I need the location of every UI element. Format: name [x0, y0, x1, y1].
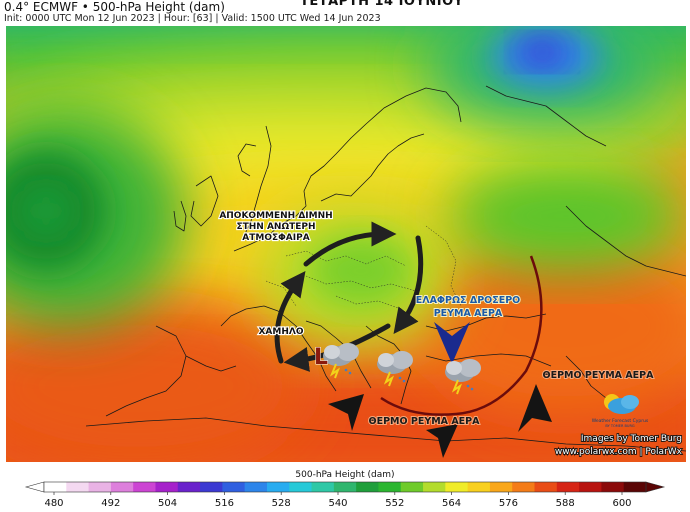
warm-flow-label-south: ΘΕΡΜΟ ΡΕΥΜΑ ΑΕΡΑ — [369, 416, 481, 427]
cutoff-low-line-3: ΑΤΜΟΣΦΑΙΡΑ — [242, 233, 309, 243]
warm-flow-arrowhead-3 — [518, 384, 552, 432]
colorbar-tick-label: 492 — [101, 498, 120, 509]
colorbar-title: 500-hPa Height (dam) — [295, 470, 395, 480]
colorbar-tick-label: 576 — [499, 498, 518, 509]
colorbar: 480 492 504 516 528 540 552 564 576 588 600 — [24, 481, 666, 509]
colorbar-swatch — [155, 482, 179, 492]
colorbar-swatch — [333, 482, 357, 492]
colorbar-swatch — [110, 482, 134, 492]
cutoff-low-label: ΑΠΟΚΟΜΜΕΝΗ ΔΙΜΝΗ ΣΤΗΝ ΑΝΩΤΕΡΗ ΑΤΜΟΣΦΑΙΡΑ — [218, 210, 334, 244]
colorbar-swatch — [88, 482, 112, 492]
map-title: 0.4° ECMWF • 500-hPa Height (dam) — [4, 0, 225, 14]
logo-text: Weather Forecast Cyprus — [592, 418, 649, 424]
low-label: ΧΑΜΗΛΟ — [258, 327, 303, 337]
colorbar-swatch — [200, 482, 223, 492]
colorbar-swatch — [66, 482, 90, 492]
colorbar-tick-label: 588 — [556, 498, 575, 509]
colorbar-swatch — [601, 482, 625, 492]
cutoff-low-line-1: ΑΠΟΚΟΜΜΕΝΗ ΔΙΜΝΗ — [219, 211, 332, 221]
colorbar-swatch — [534, 482, 558, 492]
height-field — [6, 26, 686, 462]
colorbar-swatch — [44, 482, 67, 492]
colorbar-swatch — [311, 482, 335, 492]
height-map: ΑΠΟΚΟΜΜΕΝΗ ΔΙΜΝΗ ΣΤΗΝ ΑΝΩΤΕΡΗ ΑΤΜΟΣΦΑΙΡΑ… — [6, 26, 686, 462]
storm-cloud-icon — [445, 359, 481, 395]
colorbar-swatch — [400, 482, 424, 492]
credits-website: www.polarwx.com | PolarWx — [555, 447, 683, 457]
colorbar-tick-label: 528 — [272, 498, 291, 509]
flow-boundary-curve — [380, 255, 543, 416]
colorbar-tick-label: 564 — [442, 498, 461, 509]
credits-images-by: Images by Tomer Burg — [581, 434, 682, 444]
colorbar-swatch — [579, 482, 602, 492]
cool-flow-line-1: ΕΛΑΦΡΩΣ ΔΡΟΣΕΡΟ — [416, 295, 521, 306]
warm-flow-arrowhead-1 — [328, 394, 364, 431]
day-title: ΤΕΤΑΡΤΗ 14 ΙΟΥΝΙΟΥ — [300, 0, 464, 9]
warm-flow-label-east: ΘΕΡΜΟ ΡΕΥΜΑ ΑΕΡΑ — [543, 370, 655, 381]
storm-cloud-icon — [323, 343, 359, 379]
colorbar-swatch — [356, 482, 379, 492]
colorbar-max-extend — [645, 481, 666, 493]
colorbar-swatch — [512, 482, 536, 492]
cool-flow-arrow-icon — [434, 322, 470, 364]
colorbar-outline — [43, 481, 647, 493]
logo-sub: BY TOMER BURG — [605, 424, 635, 428]
colorbar-swatch — [378, 482, 402, 492]
colorbar-swatch — [556, 482, 580, 492]
colorbar-tick-label: 480 — [44, 498, 63, 509]
colorbar-swatch — [222, 482, 246, 492]
colorbar-tick-label: 552 — [385, 498, 404, 509]
colorbar-swatch — [467, 482, 491, 492]
colorbar-swatch — [423, 482, 446, 492]
colorbar-swatch — [289, 482, 313, 492]
colorbar-ticks: 480 492 504 516 528 540 552 564 576 588 600 — [44, 492, 632, 509]
colorbar-tick-label: 540 — [328, 498, 347, 509]
colorbar-tick-label: 516 — [215, 498, 234, 509]
colorbar-min-extend — [24, 481, 45, 493]
colorbar-swatch — [133, 482, 156, 492]
cutoff-low-line-2: ΣΤΗΝ ΑΝΩΤΕΡΗ — [236, 222, 315, 232]
weather-logo: Weather Forecast Cyprus BY TOMER BURG — [592, 394, 649, 428]
colorbar-swatch — [244, 482, 268, 492]
cool-flow-label: ΕΛΑΦΡΩΣ ΔΡΟΣΕΡΟ ΡΕΥΜΑ ΑΕΡΑ — [415, 294, 522, 320]
colorbar-tick-label: 504 — [158, 498, 177, 509]
colorbar-swatch — [266, 482, 290, 492]
colorbar-swatches — [24, 481, 666, 493]
cool-flow-line-2: ΡΕΥΜΑ ΑΕΡΑ — [434, 308, 503, 319]
colorbar-swatch — [623, 482, 647, 492]
colorbar-swatch — [489, 482, 513, 492]
warm-flow-arrowhead-2 — [426, 424, 458, 458]
colorbar-swatch — [177, 482, 201, 492]
low-symbol: L — [314, 345, 328, 370]
storm-cloud-icon — [377, 351, 413, 387]
init-valid-line: Init: 0000 UTC Mon 12 Jun 2023 | Hour: [… — [4, 13, 381, 24]
colorbar-tick-label: 600 — [612, 498, 631, 509]
colorbar-swatch — [445, 482, 469, 492]
